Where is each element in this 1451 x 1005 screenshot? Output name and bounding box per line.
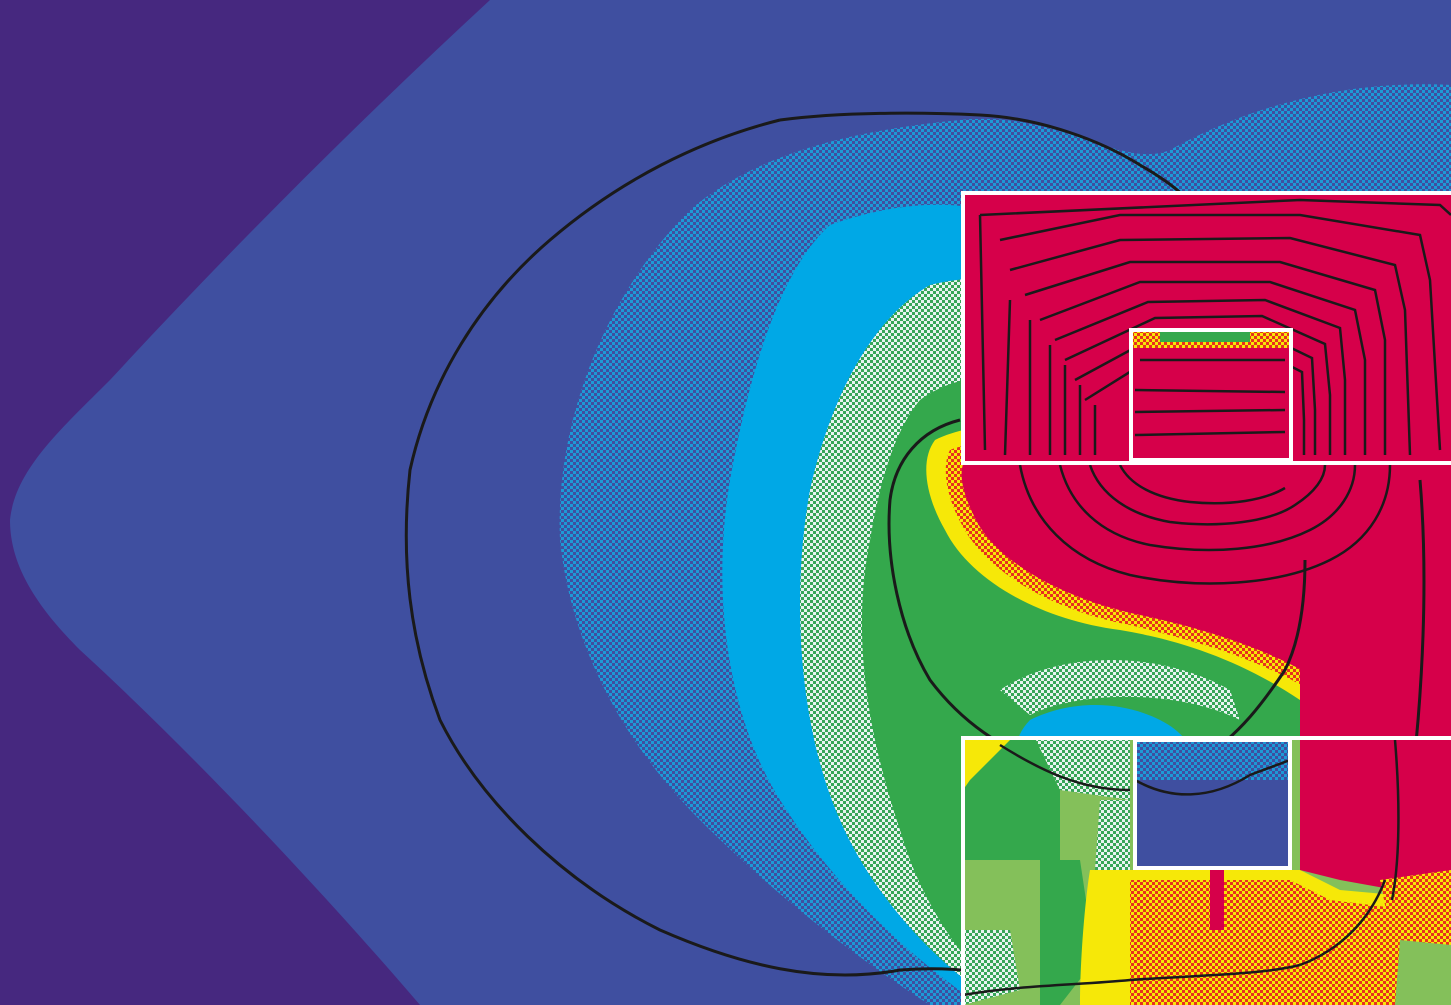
upper-nested-box <box>1131 330 1291 460</box>
pocket-rim <box>1000 660 1240 720</box>
upper-inset <box>961 191 1451 465</box>
core-contours <box>1018 464 1392 585</box>
lower-inset <box>961 736 1451 1005</box>
